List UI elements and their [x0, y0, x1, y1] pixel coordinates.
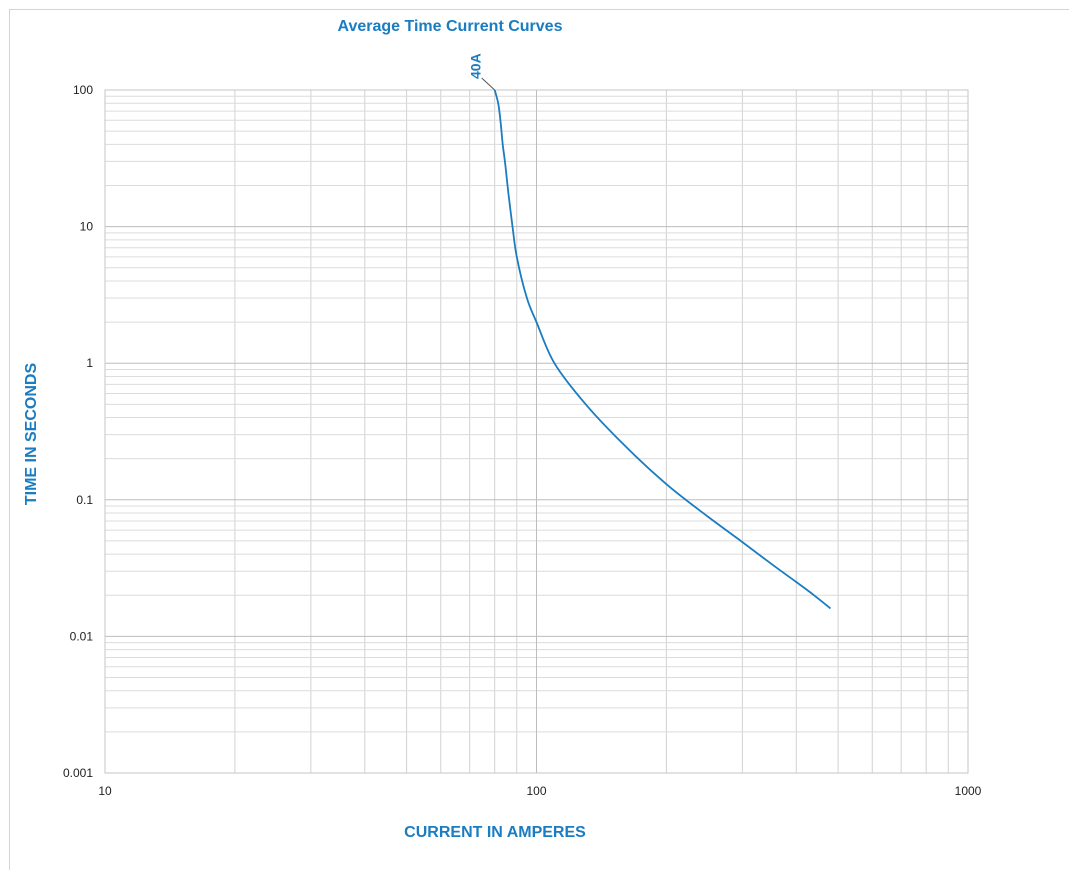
annotation-leader-line: [481, 77, 496, 91]
grid: [104, 89, 969, 774]
y-tick-label: 0.01: [70, 629, 94, 643]
series-line: [493, 89, 832, 610]
plot-area: [104, 89, 969, 774]
y-tick-label: 0.001: [63, 766, 93, 780]
x-axis-ticks: 10 100 1000: [98, 784, 981, 798]
y-tick-label: 1: [86, 356, 93, 370]
x-axis-label: CURRENT IN AMPERES: [404, 824, 586, 841]
x-tick-label: 100: [526, 784, 546, 798]
chart-title: Average Time Current Curves: [338, 18, 563, 35]
x-tick-label: 10: [98, 784, 112, 798]
x-tick-label: 1000: [955, 784, 982, 798]
y-axis-ticks: 100 10 1 0.1 0.01 0.001: [63, 83, 93, 780]
y-axis-label: TIME IN SECONDS: [23, 363, 40, 506]
y-tick-label: 100: [73, 83, 93, 97]
series-annotation-label: 40A: [468, 53, 484, 79]
y-tick-label: 0.1: [76, 493, 93, 507]
series-layer: 40A: [468, 53, 832, 610]
y-tick-label: 10: [80, 220, 94, 234]
chart-frame: [9, 9, 1069, 870]
